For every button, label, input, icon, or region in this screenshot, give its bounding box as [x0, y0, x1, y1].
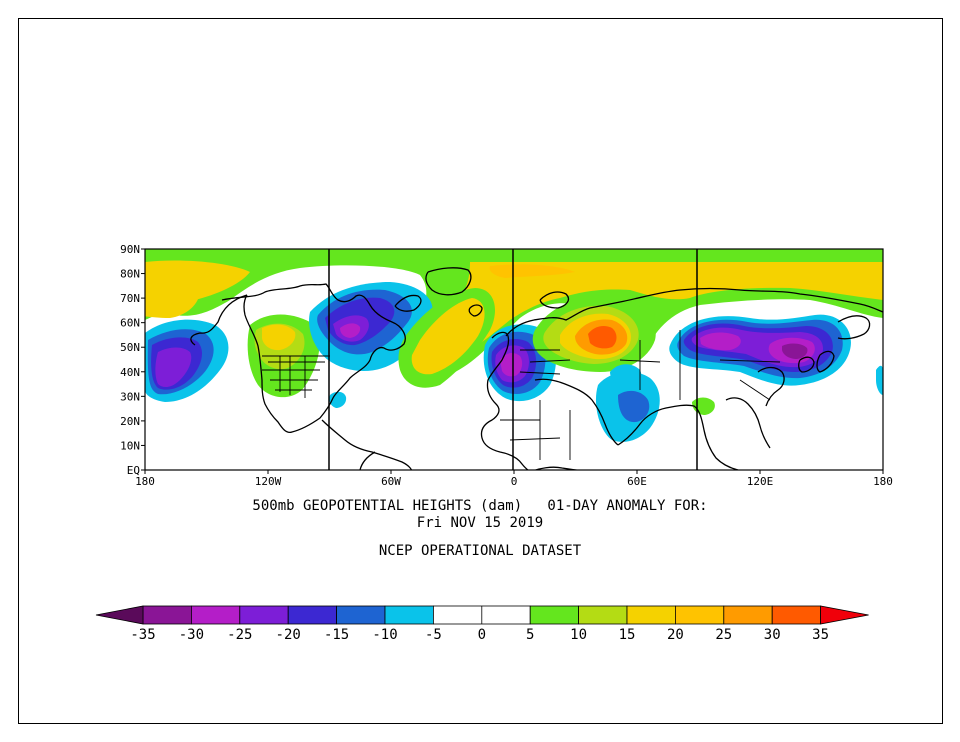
- lat-label: 50N: [120, 341, 140, 354]
- latitude-axis: 90N 80N 70N 60N 50N 40N 30N 20N 10N EQ: [120, 243, 145, 477]
- colorbar-label: 20: [667, 627, 684, 643]
- colorbar-segment: [384, 605, 434, 625]
- epacific-low-cyan: [876, 365, 883, 395]
- title-line-2: Fri NOV 15 2019: [416, 515, 544, 531]
- coastlines: [190, 267, 883, 470]
- colorbar-label: -15: [324, 627, 349, 643]
- atlantic-positive-yellow: [411, 298, 485, 375]
- longitude-axis: 180 120W 60W 0 60E 120E 180: [135, 470, 893, 488]
- title-line-1: 500mb GEOPOTENTIAL HEIGHTS (dam) 01-DAY …: [252, 498, 708, 514]
- russia-positive-red: [588, 326, 617, 349]
- colorbar-segment: [529, 605, 580, 625]
- dataset-label: NCEP OPERATIONAL DATASET: [378, 543, 582, 559]
- asia-low-darkmagenta: [782, 343, 808, 359]
- lat-label: EQ: [127, 464, 140, 477]
- borders: [262, 330, 781, 460]
- colorbar-label: -10: [372, 627, 397, 643]
- colorbar-label: -20: [276, 627, 301, 643]
- colorbar-left-arrow: [95, 605, 144, 625]
- lat-label: 40N: [120, 366, 140, 379]
- colorbar-labels: -35 -30 -25 -20 -15 -10 -5 0 5 10 15 20 25 30 35: [130, 627, 829, 643]
- lon-label: 120E: [747, 475, 774, 488]
- anomaly-map: [145, 249, 883, 470]
- lon-label: 120W: [255, 475, 282, 488]
- colorbar-label: -35: [130, 627, 155, 643]
- lon-label: 60W: [381, 475, 401, 488]
- lon-label: 60E: [627, 475, 647, 488]
- colorbar-label: 30: [764, 627, 781, 643]
- colorbar-segment: [142, 605, 192, 625]
- arctic-positive-orange: [489, 264, 575, 278]
- lon-label: 180: [873, 475, 893, 488]
- colorbar-segment: [239, 605, 289, 625]
- colorbar-segment: [190, 605, 241, 625]
- colorbar-segment: [287, 605, 338, 625]
- lon-label: 180: [135, 475, 155, 488]
- colorbar-label: 5: [526, 627, 534, 643]
- mideast-low-blue: [618, 390, 650, 423]
- colorbar-label: -5: [425, 627, 442, 643]
- colorbar-segment: [723, 605, 773, 625]
- colorbar-label: 10: [570, 627, 587, 643]
- arctic-positive-yellow-2: [428, 262, 883, 360]
- colorbar-segment: [675, 605, 725, 625]
- colorbar-label: 0: [478, 627, 486, 643]
- colorbar-label: 35: [812, 627, 829, 643]
- colorbar-segment: [578, 605, 628, 625]
- arctic-positive-yellow-3: [145, 290, 200, 318]
- lat-label: 30N: [120, 390, 140, 403]
- lat-label: 60N: [120, 317, 140, 330]
- lat-label: 20N: [120, 415, 140, 428]
- lat-label: 80N: [120, 268, 140, 281]
- lat-label: 10N: [120, 439, 140, 452]
- colorbar: [95, 605, 869, 625]
- figure-frame: [18, 18, 943, 724]
- wus-positive-yellow: [262, 324, 296, 351]
- colorbar-label: -30: [179, 627, 204, 643]
- colorbar-segment: [771, 605, 822, 625]
- asia-low-magenta-west: [700, 332, 741, 351]
- lat-label: 90N: [120, 243, 140, 256]
- europe-low-magenta: [500, 352, 523, 377]
- colorbar-right-arrow: [820, 605, 869, 625]
- subtropic-low-cyan: [329, 391, 347, 408]
- lon-label: 0: [511, 475, 518, 488]
- arctic-positive-yellow: [145, 260, 250, 303]
- lat-label: 70N: [120, 292, 140, 305]
- colorbar-segment: [626, 605, 676, 625]
- colorbar-label: -25: [227, 627, 252, 643]
- caspian-low-cyan: [610, 364, 642, 386]
- colorbar-segment: [336, 605, 386, 625]
- colorbar-label: 15: [619, 627, 636, 643]
- npacific-low-purple: [155, 347, 192, 388]
- canada-low-magenta: [340, 323, 361, 338]
- colorbar-label: 25: [715, 627, 732, 643]
